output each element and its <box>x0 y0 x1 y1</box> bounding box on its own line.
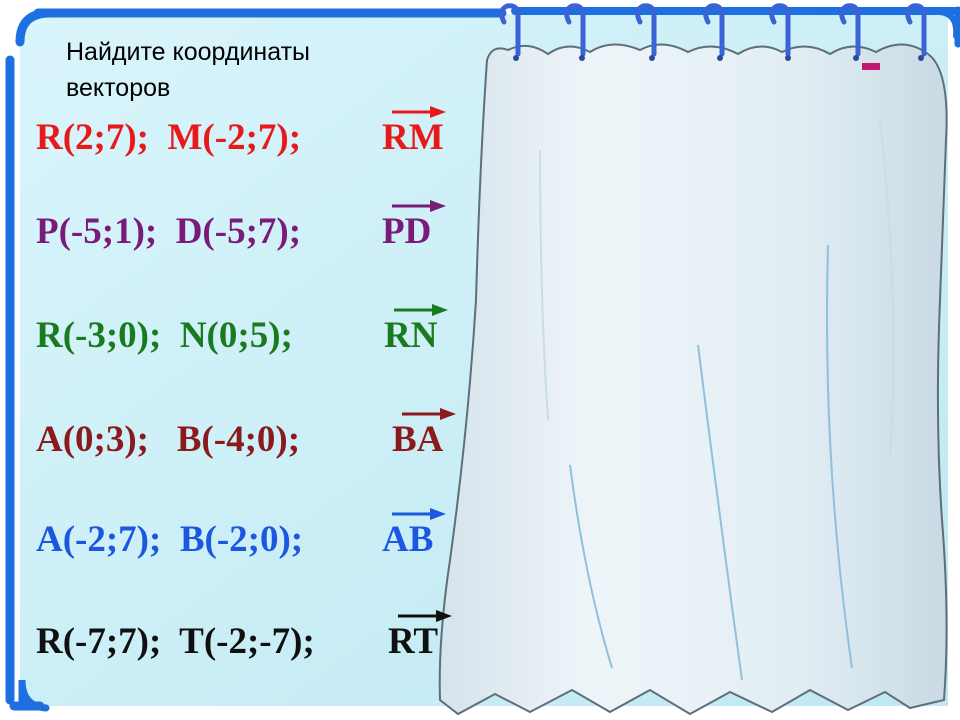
point-coordinates: P(-5;1); D(-5;7); <box>36 211 302 252</box>
vector-arrow-icon <box>392 200 446 212</box>
curtain-hooks <box>499 3 927 57</box>
vector-label: RT <box>388 621 439 662</box>
exercise-row: R(-7;7); T(-2;-7); RT <box>36 610 476 664</box>
vector-label: AB <box>382 519 434 560</box>
point-coordinates: A(-2;7); B(-2;0); <box>36 519 304 560</box>
vector-arrow-icon <box>392 508 446 520</box>
vector-label: BA <box>392 419 444 460</box>
task-title: Найдите координаты векторов <box>66 34 310 106</box>
exercise-row: P(-5;1); D(-5;7); PD <box>36 200 476 254</box>
vector-arrow-icon <box>398 610 452 622</box>
exercise-row: R(2;7); M(-2;7); RM <box>36 106 476 160</box>
point-coordinates: A(0;3); B(-4;0); <box>36 419 301 460</box>
vector-label: RN <box>384 315 438 356</box>
point-coordinates: R(-7;7); T(-2;-7); <box>36 621 315 662</box>
task-title-line-2: векторов <box>66 74 171 102</box>
point-coordinates: R(2;7); M(-2;7); <box>36 117 302 158</box>
exercise-row: A(-2;7); B(-2;0); AB <box>36 508 476 562</box>
vector-label: RM <box>382 117 444 158</box>
point-coordinates: R(-3;0); N(0;5); <box>36 315 293 356</box>
vector-arrow-icon <box>394 304 448 316</box>
vector-arrow-icon <box>392 106 446 118</box>
exercise-row: R(-3;0); N(0;5); RN <box>36 304 476 358</box>
curtain-hook-holes <box>513 55 924 61</box>
task-title-line-1: Найдите координаты <box>66 38 310 66</box>
blue-frame <box>5 6 960 712</box>
exercise-row: A(0;3); B(-4;0); BA <box>36 408 476 462</box>
vector-label: PD <box>382 211 432 252</box>
vector-arrow-icon <box>402 408 456 420</box>
accent-mark <box>862 63 880 70</box>
curtain <box>438 43 948 716</box>
